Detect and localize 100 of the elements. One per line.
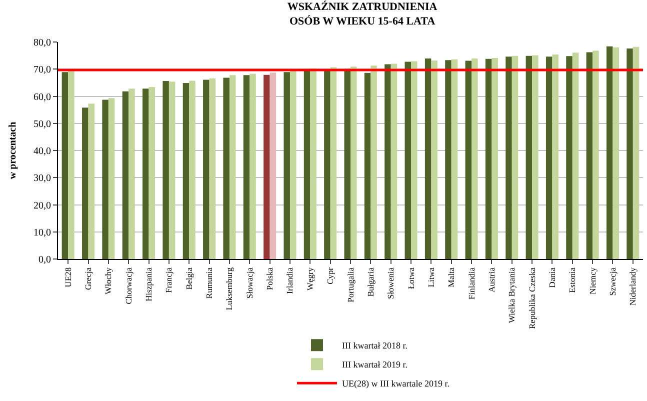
y-tick-label: 20,0 — [34, 200, 51, 212]
bar — [203, 80, 210, 259]
x-tick-label: Cypr — [325, 267, 336, 284]
x-tick-label: Portugalia — [345, 267, 356, 302]
bar — [526, 56, 532, 259]
bar — [128, 88, 135, 259]
bar — [512, 56, 518, 259]
x-tick-label: Estonia — [567, 267, 578, 293]
bar — [445, 60, 452, 259]
y-tick-label: 0,0 — [38, 254, 51, 266]
y-tick-label: 50,0 — [34, 118, 51, 130]
x-tick-label: Niderlandy — [628, 266, 638, 306]
bar — [142, 88, 149, 259]
x-tick-label: Hiszpania — [144, 267, 154, 302]
bar — [632, 46, 640, 259]
bar — [264, 74, 270, 259]
bar — [586, 52, 593, 259]
bar — [390, 64, 398, 259]
x-tick-label: Malta — [446, 267, 456, 288]
bar — [506, 56, 512, 259]
x-tick-label: Szwecja — [608, 267, 618, 296]
legend-label: III kwartał 2019 r. — [342, 360, 408, 370]
legend-label: UE(28) w III kwartale 2019 r. — [342, 378, 450, 389]
bar — [592, 50, 599, 259]
bar — [572, 52, 579, 259]
bar — [344, 68, 350, 259]
x-tick-label: Węgry — [304, 266, 315, 291]
bar — [290, 70, 296, 259]
bar — [566, 56, 572, 259]
bar — [182, 82, 190, 259]
y-tick-label: 10,0 — [34, 227, 51, 238]
y-tick-label: 60,0 — [34, 92, 51, 103]
bar — [492, 58, 498, 259]
bar — [189, 80, 196, 259]
x-tick-label: Belgia — [184, 267, 194, 290]
bar — [552, 54, 558, 259]
x-tick-label: Wielka Brytania — [506, 267, 517, 324]
y-axis-title: w procentach — [8, 121, 18, 180]
y-tick-label: 30,0 — [34, 173, 51, 184]
x-tick-label: Litwa — [426, 267, 436, 288]
x-tick-label: Luksemburg — [224, 266, 234, 310]
bar — [229, 75, 236, 259]
bar — [626, 48, 633, 259]
bar — [485, 58, 492, 259]
bar — [148, 87, 156, 259]
bar — [330, 67, 337, 259]
bar — [243, 75, 250, 259]
x-tick-label: Austria — [486, 267, 496, 292]
x-tick-label: Słowenia — [386, 267, 396, 300]
bar — [465, 60, 472, 259]
bar — [270, 72, 276, 259]
bar — [82, 108, 88, 259]
x-tick-label: Francja — [164, 267, 174, 293]
bar — [532, 55, 538, 259]
bar — [168, 82, 176, 259]
bar — [88, 104, 95, 259]
bar — [122, 91, 129, 259]
bar — [431, 60, 438, 259]
bar — [108, 98, 115, 259]
bar — [102, 100, 108, 259]
bar — [411, 61, 418, 259]
x-tick-label: Włochy — [103, 266, 114, 294]
chart-title: WSKAŹNIK ZATRUDNIENIA OSÓB W WIEKU 15-64 LATA — [287, 0, 438, 28]
bar — [424, 58, 432, 259]
bar — [606, 46, 613, 259]
bar — [350, 66, 357, 259]
bar — [546, 56, 552, 259]
bar — [370, 66, 377, 259]
bar — [250, 74, 256, 259]
x-tick-label: Niemcy — [587, 266, 598, 294]
x-tick-label: Finlandia — [466, 267, 476, 300]
bar — [612, 47, 619, 259]
legend-label: III kwartał 2018 r. — [342, 340, 408, 351]
bar — [304, 69, 310, 259]
bar — [364, 72, 371, 259]
x-tick-label: UE28 — [62, 267, 73, 288]
bar — [384, 64, 391, 259]
x-tick-label: Chorwacja — [123, 267, 134, 304]
bar — [472, 58, 478, 259]
bar — [324, 70, 330, 259]
x-tick-label: Polska — [264, 267, 275, 290]
bar — [223, 78, 230, 259]
bar — [404, 62, 412, 259]
bar — [68, 70, 74, 259]
x-tick-label: Irlandia — [284, 267, 295, 294]
x-tick-label: Dania — [546, 267, 557, 288]
x-tick-label: Grecja — [83, 267, 94, 290]
bar — [62, 72, 68, 259]
x-tick-label: Rumunia — [204, 267, 214, 299]
y-tick-label: 40,0 — [34, 146, 51, 157]
x-tick-label: Republika Czeska — [526, 267, 537, 330]
bar — [209, 78, 216, 259]
y-tick-label: 80,0 — [34, 38, 51, 48]
x-tick-label: Bułgaria — [365, 267, 376, 297]
x-tick-label: Słowacja — [244, 267, 254, 299]
bar — [284, 72, 290, 259]
bar — [310, 68, 316, 259]
y-tick-label: 70,0 — [34, 64, 51, 76]
bar — [162, 81, 169, 259]
bar — [451, 59, 458, 259]
